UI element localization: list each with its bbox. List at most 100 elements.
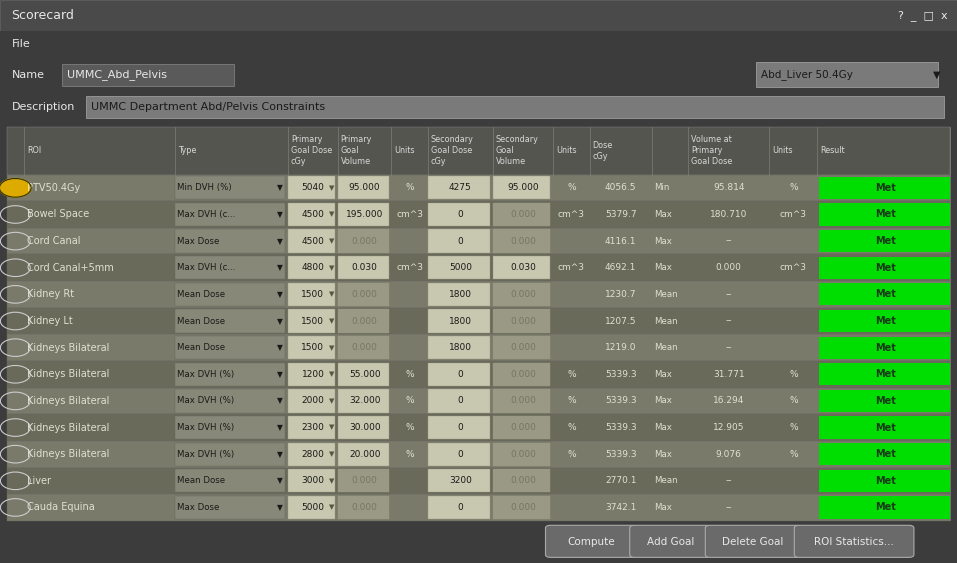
FancyBboxPatch shape xyxy=(338,310,389,333)
Text: --: -- xyxy=(725,236,732,245)
Text: %: % xyxy=(405,396,414,405)
FancyBboxPatch shape xyxy=(288,389,335,413)
Text: Scorecard: Scorecard xyxy=(11,9,75,22)
FancyBboxPatch shape xyxy=(819,283,950,306)
Text: 5339.3: 5339.3 xyxy=(605,396,636,405)
Text: Kidneys Bilateral: Kidneys Bilateral xyxy=(27,343,109,352)
FancyBboxPatch shape xyxy=(338,416,389,439)
Text: 0: 0 xyxy=(457,423,463,432)
Circle shape xyxy=(0,178,32,197)
Text: 0.000: 0.000 xyxy=(510,316,536,325)
FancyBboxPatch shape xyxy=(630,525,711,557)
Text: 55.000: 55.000 xyxy=(348,370,381,379)
Text: 1207.5: 1207.5 xyxy=(605,316,636,325)
Text: ROI Statistics...: ROI Statistics... xyxy=(814,537,894,547)
Text: Met: Met xyxy=(876,423,896,432)
FancyBboxPatch shape xyxy=(338,203,389,226)
Text: File: File xyxy=(11,39,31,48)
FancyBboxPatch shape xyxy=(175,283,285,306)
FancyBboxPatch shape xyxy=(819,203,950,226)
FancyBboxPatch shape xyxy=(7,361,950,387)
Text: Max: Max xyxy=(654,450,672,459)
Text: Max: Max xyxy=(654,503,672,512)
Text: --: -- xyxy=(725,476,732,485)
Text: Type: Type xyxy=(178,146,196,155)
Text: 1500: 1500 xyxy=(301,343,324,352)
Text: --: -- xyxy=(725,503,732,512)
FancyBboxPatch shape xyxy=(493,443,550,466)
FancyBboxPatch shape xyxy=(493,336,550,359)
Text: 1800: 1800 xyxy=(449,290,472,299)
FancyBboxPatch shape xyxy=(428,310,490,333)
FancyBboxPatch shape xyxy=(428,203,490,226)
Text: Units: Units xyxy=(394,146,414,155)
Text: ▼: ▼ xyxy=(278,184,283,193)
FancyBboxPatch shape xyxy=(819,310,950,332)
Text: Max: Max xyxy=(654,236,672,245)
Text: ROI: ROI xyxy=(27,146,41,155)
Text: ▼: ▼ xyxy=(328,318,334,324)
Text: 20.000: 20.000 xyxy=(349,450,380,459)
Text: Met: Met xyxy=(876,236,896,246)
Text: Compute: Compute xyxy=(568,537,614,547)
Text: ▼: ▼ xyxy=(278,476,283,485)
FancyBboxPatch shape xyxy=(794,525,914,557)
FancyBboxPatch shape xyxy=(288,310,335,333)
Text: 0.000: 0.000 xyxy=(351,316,378,325)
Text: ▼: ▼ xyxy=(328,185,334,191)
Text: 1200: 1200 xyxy=(301,370,324,379)
Text: %: % xyxy=(567,184,576,193)
Text: Mean Dose: Mean Dose xyxy=(177,343,225,352)
Text: Delete Goal: Delete Goal xyxy=(723,537,784,547)
FancyBboxPatch shape xyxy=(338,496,389,519)
Text: Max: Max xyxy=(654,210,672,219)
Text: Max DVH (%): Max DVH (%) xyxy=(177,396,234,405)
FancyBboxPatch shape xyxy=(493,389,550,413)
Text: ▼: ▼ xyxy=(278,210,283,219)
FancyBboxPatch shape xyxy=(175,496,285,519)
FancyBboxPatch shape xyxy=(288,283,335,306)
FancyBboxPatch shape xyxy=(819,470,950,492)
FancyBboxPatch shape xyxy=(338,256,389,279)
Text: Liver: Liver xyxy=(27,476,51,486)
Text: ▼: ▼ xyxy=(278,450,283,459)
Text: ?  _  □  x: ? _ □ x xyxy=(898,10,947,21)
Text: Name: Name xyxy=(11,70,44,79)
Text: 0.000: 0.000 xyxy=(510,343,536,352)
FancyBboxPatch shape xyxy=(493,469,550,493)
Text: ▼: ▼ xyxy=(328,238,334,244)
Text: UMMC_Abd_Pelvis: UMMC_Abd_Pelvis xyxy=(67,69,167,80)
Text: ▼: ▼ xyxy=(278,503,283,512)
Text: Max Dose: Max Dose xyxy=(177,236,219,245)
Text: ▼: ▼ xyxy=(278,396,283,405)
Text: cm^3: cm^3 xyxy=(396,263,423,272)
Text: Add Goal: Add Goal xyxy=(647,537,694,547)
FancyBboxPatch shape xyxy=(7,228,950,254)
FancyBboxPatch shape xyxy=(175,310,285,333)
FancyBboxPatch shape xyxy=(288,363,335,386)
Text: 1500: 1500 xyxy=(301,290,324,299)
FancyBboxPatch shape xyxy=(175,176,285,199)
Text: %: % xyxy=(789,370,798,379)
FancyBboxPatch shape xyxy=(288,443,335,466)
Text: 3200: 3200 xyxy=(449,476,472,485)
FancyBboxPatch shape xyxy=(338,389,389,413)
Text: Met: Met xyxy=(876,369,896,379)
Text: Mean: Mean xyxy=(654,316,678,325)
Text: 0.030: 0.030 xyxy=(510,263,536,272)
Text: Min DVH (%): Min DVH (%) xyxy=(177,184,232,193)
Text: Kidneys Bilateral: Kidneys Bilateral xyxy=(27,449,109,459)
FancyBboxPatch shape xyxy=(493,496,550,519)
FancyBboxPatch shape xyxy=(819,417,950,439)
Text: Cord Canal+5mm: Cord Canal+5mm xyxy=(27,263,114,272)
FancyBboxPatch shape xyxy=(0,59,957,90)
Text: ▼: ▼ xyxy=(278,423,283,432)
Text: Max: Max xyxy=(654,423,672,432)
FancyBboxPatch shape xyxy=(175,443,285,466)
Text: 0: 0 xyxy=(457,503,463,512)
FancyBboxPatch shape xyxy=(175,230,285,253)
Text: %: % xyxy=(789,450,798,459)
Text: 1219.0: 1219.0 xyxy=(605,343,636,352)
FancyBboxPatch shape xyxy=(7,175,950,201)
FancyBboxPatch shape xyxy=(819,363,950,385)
